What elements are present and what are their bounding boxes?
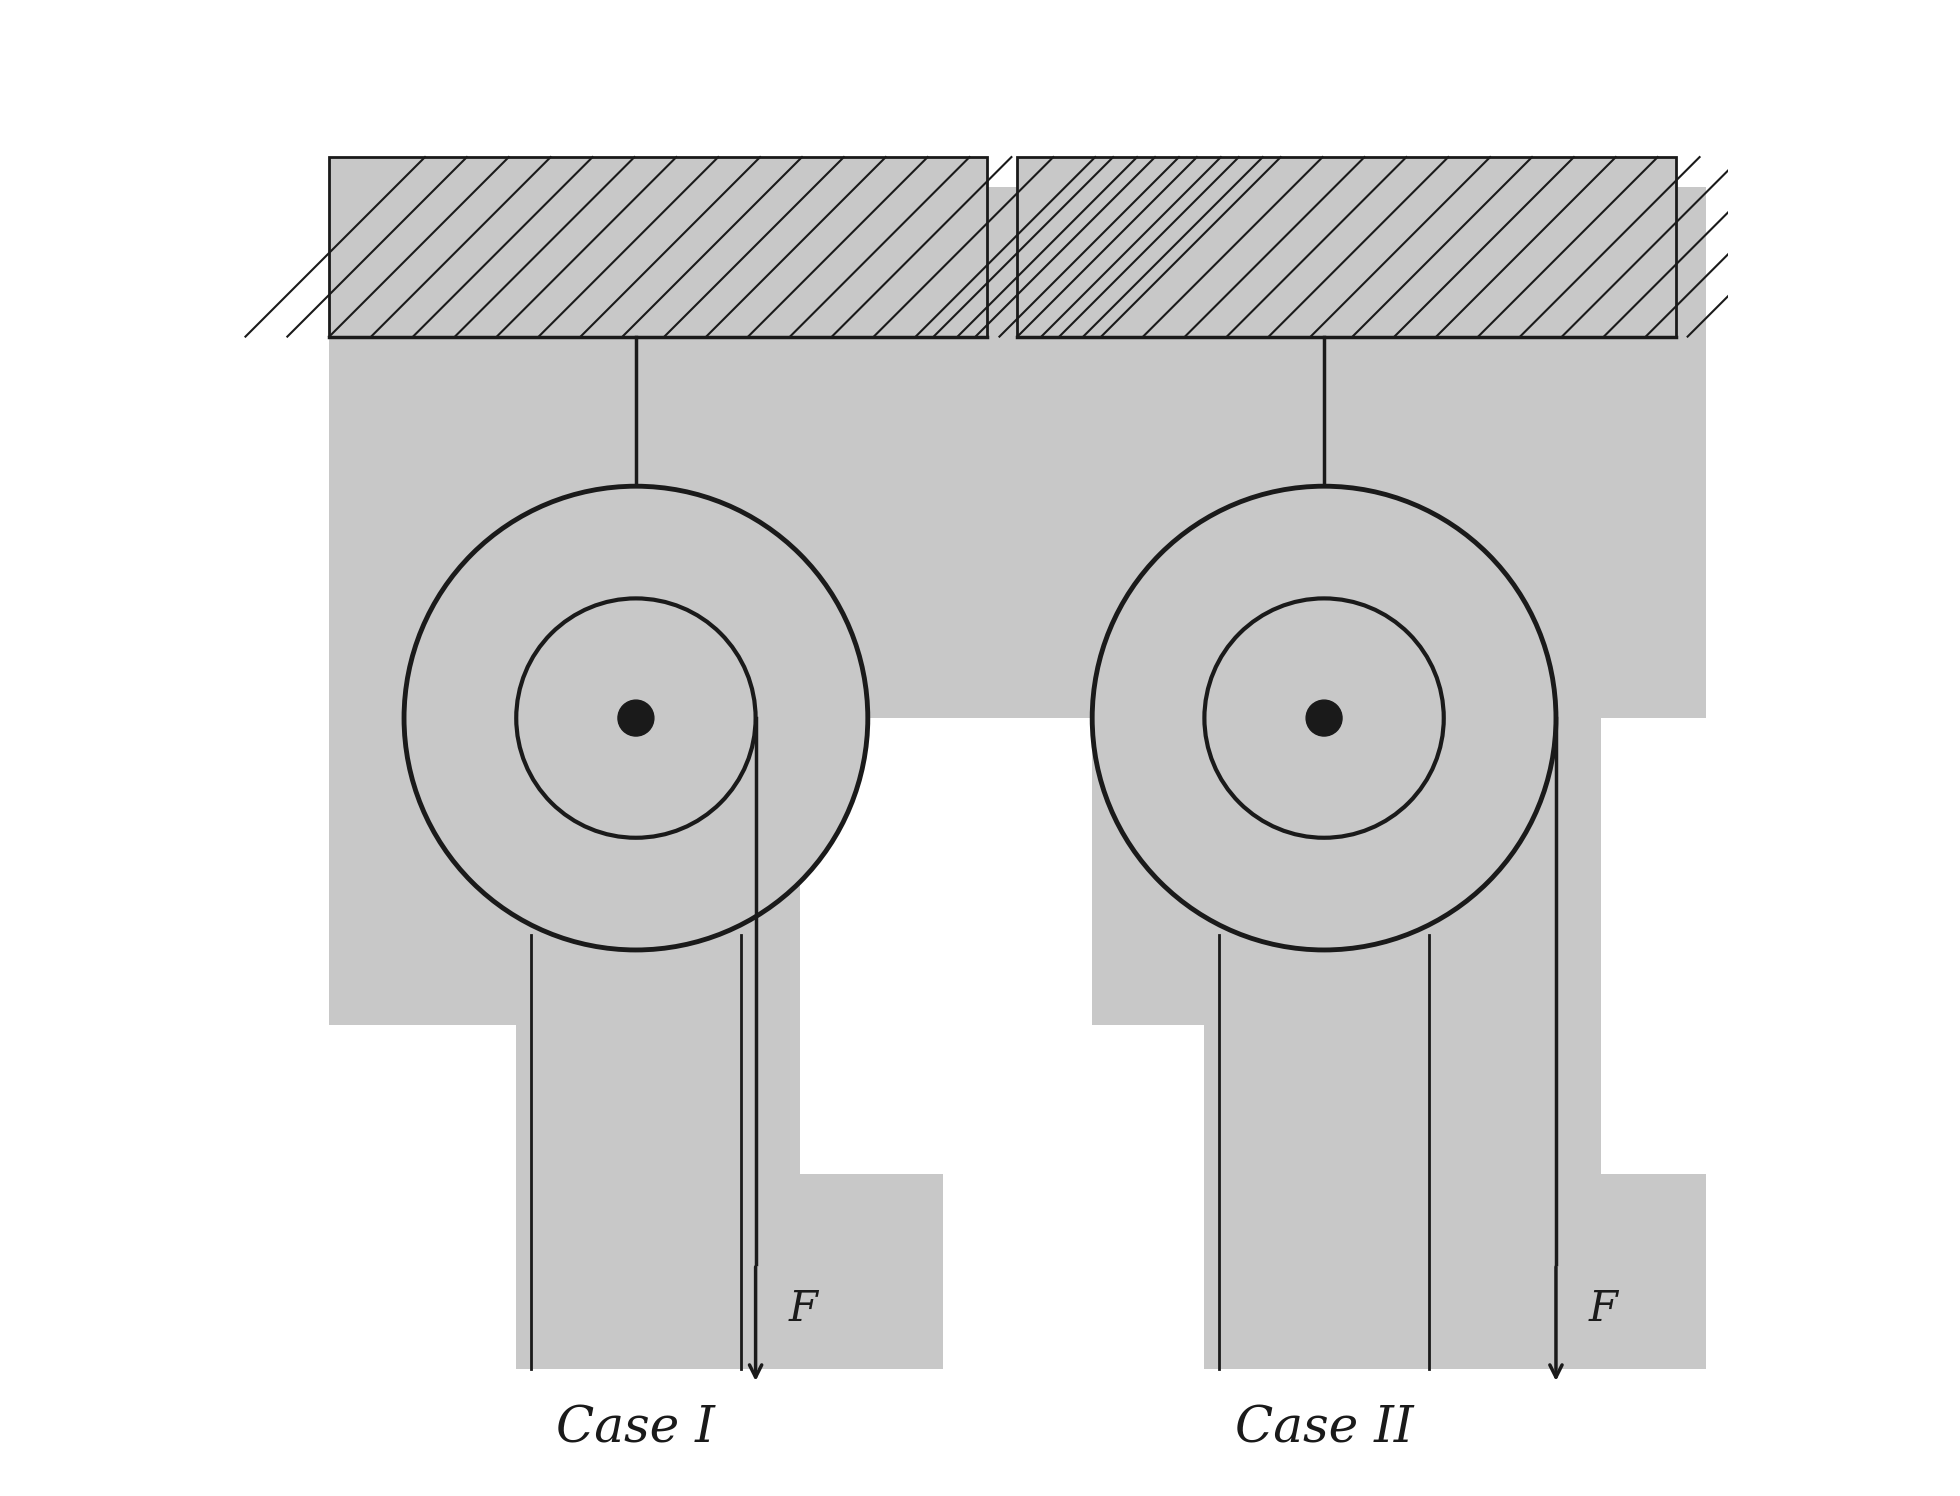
Polygon shape bbox=[255, 1025, 515, 1444]
Text: Case II: Case II bbox=[1235, 1403, 1413, 1454]
Circle shape bbox=[1203, 598, 1445, 838]
Circle shape bbox=[404, 486, 868, 950]
Circle shape bbox=[1305, 700, 1343, 736]
Polygon shape bbox=[1017, 157, 1676, 337]
Polygon shape bbox=[329, 187, 1017, 1369]
Polygon shape bbox=[943, 1025, 1203, 1444]
Polygon shape bbox=[800, 718, 1092, 1174]
Text: F: F bbox=[1590, 1288, 1617, 1330]
Polygon shape bbox=[1601, 718, 1780, 1174]
Text: Case I: Case I bbox=[557, 1403, 715, 1454]
Circle shape bbox=[617, 700, 655, 736]
Circle shape bbox=[1092, 486, 1556, 950]
Text: F: F bbox=[788, 1288, 817, 1330]
Polygon shape bbox=[1017, 187, 1705, 1369]
Circle shape bbox=[515, 598, 757, 838]
Polygon shape bbox=[329, 157, 988, 337]
